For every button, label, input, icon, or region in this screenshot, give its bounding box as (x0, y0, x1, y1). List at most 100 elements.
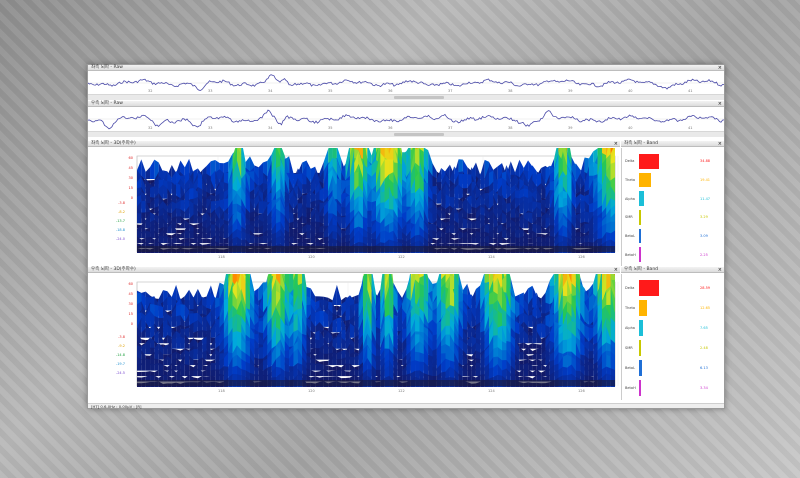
raw-tick-label: 39 (568, 89, 573, 93)
band-bar (639, 300, 648, 316)
spectrum-right-3d-plot: 60 45 30 15 0 -3.8 -9.2 -14.8 -19.7 -24.5 118 120 12… (116, 274, 619, 393)
raw-left-scroll-thumb[interactable] (394, 96, 444, 99)
band-left-chart: Delta 34.88 Theta 19.41 Alpha 11.47 SMR 3.29 Bet… (621, 148, 725, 266)
spectrum-tick-label: 126 (578, 255, 585, 259)
band-row-alpha: Alpha 11.47 (622, 189, 725, 208)
raw-left-ticks: 32 33 34 35 36 37 38 39 40 41 (88, 89, 724, 93)
band-row-delta: Delta 28.59 (622, 278, 725, 298)
raw-right-waveform (88, 109, 724, 130)
band-bar (639, 191, 644, 206)
raw-left-header: 좌측 뇌파 - Raw × (88, 65, 724, 71)
raw-right-scroll-thumb[interactable] (394, 133, 444, 136)
band-value: 7.65 (700, 326, 708, 330)
spectrum-scale-label: 15 (129, 186, 133, 190)
status-bar: [HT] 0.6-0Hz : 0.00μV : [R] (88, 403, 724, 409)
band-bar (639, 360, 642, 376)
raw-tick-label: 32 (148, 126, 153, 130)
raw-right-title: 우측 뇌파 - Raw (91, 101, 123, 106)
spectrum-right-header: 우측 뇌파 - 3D(주파수) × (88, 267, 620, 273)
band-bar (639, 280, 659, 296)
spectrum-y-label: -18.8 (116, 228, 125, 232)
raw-right-header: 우측 뇌파 - Raw × (88, 101, 724, 107)
raw-right-trace (88, 109, 724, 130)
raw-tick-label: 40 (628, 126, 633, 130)
spectrum-y-label: -9.2 (118, 344, 125, 348)
band-row-alpha: Alpha 7.65 (622, 318, 725, 338)
band-row-smr: SMR 2.48 (622, 338, 725, 358)
spectrum-scale-label: 60 (129, 282, 133, 286)
spectrum-scale-label: 45 (129, 166, 133, 170)
band-value: 3.29 (700, 215, 708, 220)
band-row-betal: BetaL 3.09 (622, 227, 725, 246)
band-right-header: 우측 뇌파 - Band × (621, 267, 724, 273)
band-bar (639, 340, 641, 356)
band-label: Alpha (625, 196, 635, 201)
raw-tick-label: 41 (688, 126, 693, 130)
band-bar (639, 210, 641, 225)
spectrum-y-label: -19.7 (116, 362, 125, 366)
band-row-betal: BetaL 6.13 (622, 358, 725, 378)
band-row-delta: Delta 34.88 (622, 152, 725, 171)
spectrum-left-3d-plot: 60 45 30 15 0 -3.8 -8.2 -13.7 -18.8 -24.0 118 120 12… (116, 148, 619, 259)
raw-right-ticks: 32 33 34 35 36 37 38 39 40 41 (88, 126, 724, 130)
raw-tick-label: 36 (388, 89, 393, 93)
band-label: BetaH (625, 386, 636, 390)
raw-left-waveform (88, 74, 724, 91)
spectrum-tick-label: 120 (308, 389, 315, 393)
band-bar (639, 172, 651, 188)
spectrum-scale-label: 30 (129, 176, 133, 180)
eeg-app-window: 좌측 뇌파 - Raw × 32 33 34 35 36 37 38 39 40 41 우측 뇌파… (87, 64, 725, 409)
spectrum-tick-label: 118 (218, 255, 225, 259)
close-icon[interactable]: × (717, 141, 722, 147)
spectrum-tick-label: 120 (308, 255, 315, 259)
close-icon[interactable]: × (717, 267, 722, 273)
spectrum-left-header: 좌측 뇌파 - 3D(주파수) × (88, 141, 620, 147)
band-right-chart: Delta 28.59 Theta 12.65 Alpha 7.65 SMR 2.48 Beta… (621, 274, 725, 400)
raw-tick-label: 40 (628, 89, 633, 93)
raw-tick-label: 39 (568, 126, 573, 130)
spectrum-y-label: -13.7 (116, 219, 125, 223)
band-value: 34.88 (700, 159, 711, 164)
band-label: Theta (625, 177, 636, 182)
raw-left-scrollbar[interactable] (88, 94, 724, 100)
raw-tick-label: 33 (208, 126, 213, 130)
band-left-header: 좌측 뇌파 - Band × (621, 141, 724, 147)
band-row-theta: Theta 12.65 (622, 298, 725, 318)
raw-tick-label: 41 (688, 89, 693, 93)
close-icon[interactable]: × (613, 141, 618, 147)
raw-tick-label: 37 (448, 126, 453, 130)
raw-tick-label: 32 (148, 89, 153, 93)
band-value: 12.65 (700, 306, 711, 310)
band-row-theta: Theta 19.41 (622, 171, 725, 190)
raw-tick-label: 34 (268, 126, 273, 130)
band-label: SMR (625, 215, 633, 220)
close-icon[interactable]: × (717, 65, 722, 71)
close-icon[interactable]: × (717, 101, 722, 107)
band-bar (639, 247, 641, 262)
band-label: BetaH (625, 252, 636, 257)
spectrum-scale-label: 0 (131, 322, 133, 326)
band-row-betah: BetaH 3.34 (622, 378, 725, 398)
close-icon[interactable]: × (613, 267, 618, 273)
spectrum-tick-label: 122 (398, 255, 405, 259)
spectrum-tick-label: 126 (578, 389, 585, 393)
spectrum-tick-label: 124 (488, 389, 495, 393)
spectrum-y-label: -24.0 (116, 237, 125, 241)
spectrum-tick-label: 118 (218, 389, 225, 393)
raw-left-trace (88, 74, 724, 91)
band-label: Delta (625, 159, 635, 164)
spectrum-right-title: 우측 뇌파 - 3D(주파수) (91, 267, 136, 272)
spectrum-y-label: -3.8 (118, 201, 125, 205)
raw-tick-label: 37 (448, 89, 453, 93)
raw-tick-label: 33 (208, 89, 213, 93)
raw-right-scrollbar[interactable] (88, 131, 724, 137)
raw-tick-label: 38 (508, 126, 513, 130)
band-label: Delta (625, 286, 635, 290)
band-value: 2.25 (700, 252, 708, 257)
spectrum-left-title: 좌측 뇌파 - 3D(주파수) (91, 141, 136, 146)
band-value: 3.09 (700, 233, 708, 238)
band-label: BetaL (625, 233, 636, 238)
band-value: 6.13 (700, 366, 708, 370)
spectrum-tick-label: 124 (488, 255, 495, 259)
band-value: 2.48 (700, 346, 708, 350)
